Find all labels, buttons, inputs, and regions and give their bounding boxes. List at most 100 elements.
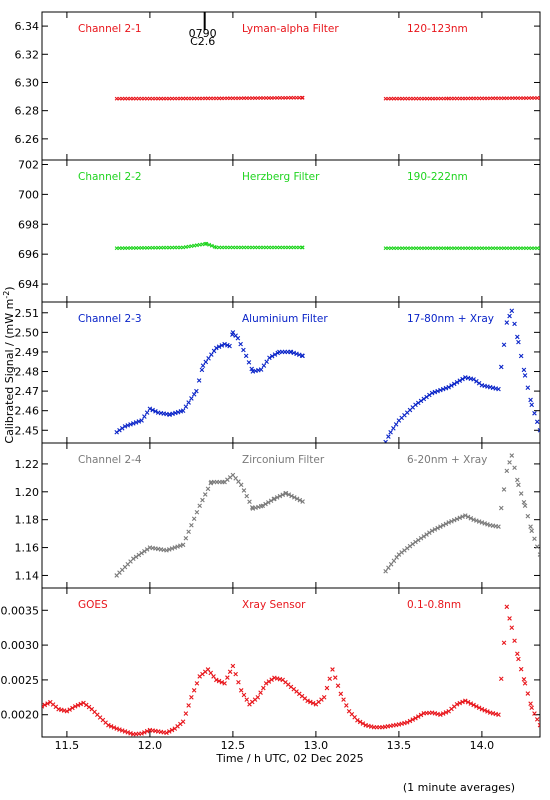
data-point (269, 677, 274, 682)
data-point (194, 509, 200, 515)
data-point (200, 497, 205, 503)
data-point (341, 697, 346, 702)
data-point (133, 554, 139, 560)
data-point (297, 497, 303, 503)
data-point (42, 702, 48, 708)
y-tick-label: 2.46 (15, 405, 40, 418)
data-point (415, 714, 421, 719)
data-point (457, 515, 463, 521)
data-point (518, 491, 524, 496)
data-point (498, 505, 504, 511)
data-point (219, 343, 225, 348)
data-point (529, 402, 534, 408)
data-point (471, 377, 476, 382)
data-point (183, 535, 189, 541)
data-point (415, 400, 421, 406)
panel-label: 17-80nm + Xray (407, 313, 494, 325)
data-point (429, 528, 435, 534)
data-point (196, 378, 202, 383)
data-point (509, 308, 515, 314)
data-point (142, 548, 147, 554)
data-point (207, 242, 212, 247)
data-series (114, 453, 540, 578)
y-tick-label: 0.0020 (1, 709, 40, 722)
panel-label: 120-123nm (407, 23, 468, 35)
data-point (383, 439, 388, 443)
data-point (233, 671, 238, 677)
data-point (476, 705, 482, 711)
panel-goes: 0.0020 0.0025 0.0030 0.0035 GOES Xray Sensor 0… (1, 587, 541, 738)
data-point (194, 388, 199, 394)
flare-id-label: 0790 (189, 27, 217, 40)
data-point (189, 244, 194, 249)
data-point (460, 514, 465, 519)
data-point (169, 727, 175, 733)
data-point (258, 367, 264, 372)
panel-label: Aluminium Filter (242, 313, 328, 325)
data-point (529, 528, 534, 534)
data-point (194, 243, 199, 248)
data-point (528, 524, 533, 529)
data-point (532, 536, 537, 542)
data-point (222, 341, 227, 347)
data-point (427, 530, 432, 535)
data-point (209, 243, 214, 248)
data-point (335, 683, 341, 688)
data-point (391, 426, 396, 431)
x-tick-label: 12.0 (138, 739, 163, 752)
data-point (241, 692, 247, 698)
flare-class-label: C2.6 (190, 35, 215, 48)
x-tick-label: 13.0 (304, 739, 329, 752)
data-point (186, 400, 191, 405)
data-point (181, 245, 186, 250)
data-point (424, 532, 429, 537)
data-point (222, 681, 227, 686)
data-point (327, 676, 333, 682)
data-point (534, 419, 540, 425)
panel-label: Channel 2-1 (78, 23, 142, 35)
y-tick-label: 702 (18, 158, 39, 171)
data-point (512, 465, 517, 471)
data-point (504, 604, 510, 610)
x-tick-label: 13.5 (387, 739, 412, 752)
data-point (515, 477, 520, 483)
panel-label: Lyman-alpha Filter (242, 23, 339, 35)
y-tick-label: 6.26 (15, 133, 40, 146)
data-point (186, 244, 191, 249)
data-point (117, 427, 122, 433)
data-point (227, 669, 233, 675)
data-point (451, 517, 457, 523)
data-point (247, 499, 252, 505)
data-point (274, 495, 280, 500)
data-point (496, 524, 501, 529)
data-point (534, 544, 540, 549)
data-point (300, 353, 305, 359)
data-point (235, 335, 241, 341)
panel-label: Herzberg Filter (242, 171, 320, 183)
data-point (144, 547, 150, 552)
data-point (498, 364, 504, 370)
data-point (64, 708, 70, 714)
data-point (111, 725, 117, 730)
data-point (465, 514, 471, 520)
data-point (136, 552, 142, 558)
data-point (471, 702, 476, 708)
data-point (241, 347, 246, 353)
data-point (260, 503, 266, 509)
data-point (501, 342, 507, 348)
y-tick-label: 2.51 (15, 307, 40, 320)
averaging-footnote: (1 minute averages) (403, 781, 515, 794)
data-point (114, 429, 119, 435)
data-point (468, 515, 474, 521)
data-point (289, 493, 294, 499)
data-point (516, 339, 521, 345)
data-point (332, 675, 338, 680)
data-point (164, 730, 169, 736)
data-point (344, 703, 349, 708)
y-tick-label: 1.14 (15, 569, 40, 582)
data-point (183, 245, 188, 249)
data-point (474, 704, 479, 709)
data-point (139, 731, 144, 736)
data-point (321, 695, 327, 700)
data-point (244, 493, 250, 499)
